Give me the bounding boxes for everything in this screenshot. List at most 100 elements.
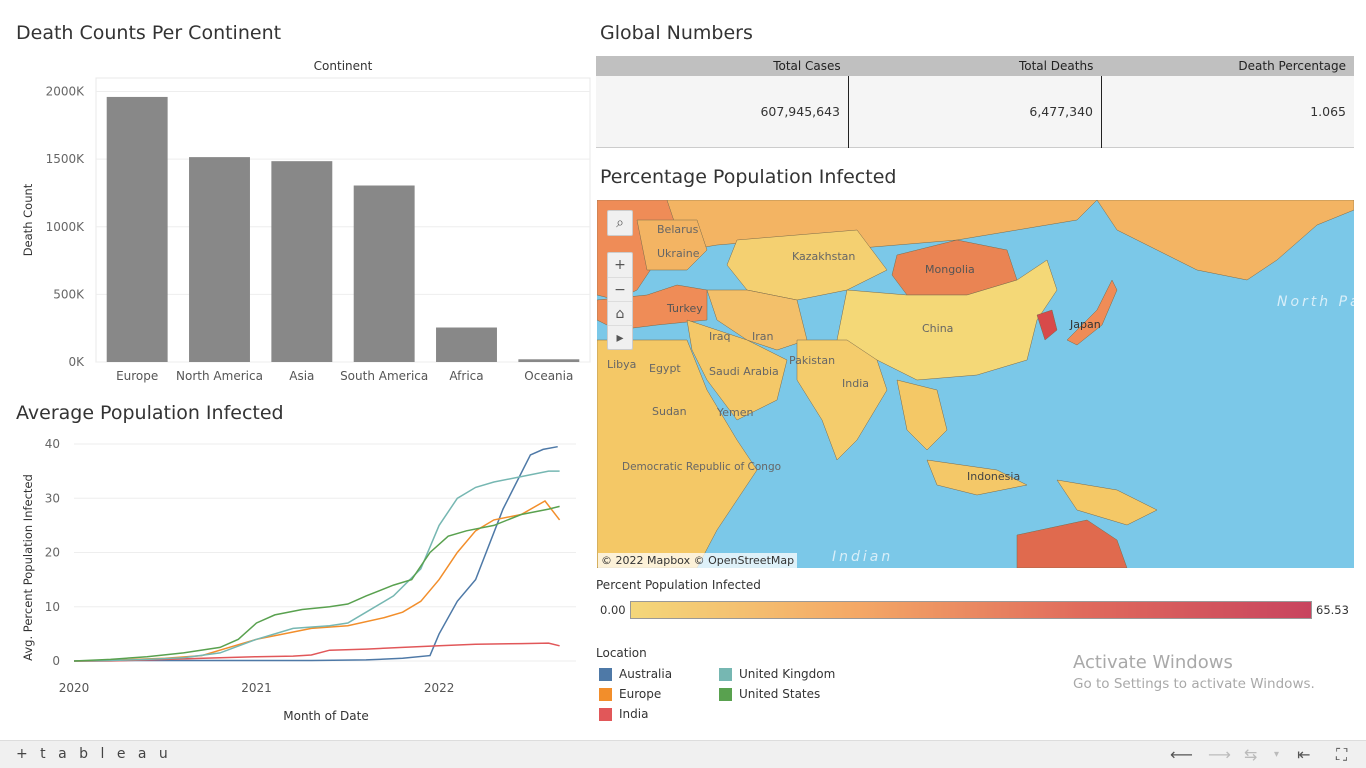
map-label-turkey: Turkey: [666, 302, 703, 315]
line-y-tick: 0: [52, 654, 60, 668]
legend-item-europe[interactable]: Europe: [599, 687, 661, 701]
line-y-axis-label: Avg. Percent Population Infected: [21, 474, 35, 661]
header-total-deaths: Total Deaths: [1018, 59, 1094, 73]
line-y-tick: 20: [45, 546, 60, 560]
line-series-united-states[interactable]: [73, 505, 560, 662]
average-population-infected-line-chart[interactable]: 0 10 20 30 40 2020 2021 2022 Avg. Percent Popula…: [16, 436, 592, 732]
value-death-percentage[interactable]: 1.065: [1310, 104, 1346, 119]
legend-swatch: [599, 687, 612, 701]
legend-item-india[interactable]: India: [599, 707, 648, 721]
bar-europe[interactable]: [106, 96, 168, 362]
bar-x-tick: South America: [340, 369, 428, 383]
map-label-china: China: [922, 322, 953, 335]
legend-swatch: [599, 707, 612, 721]
map-canvas[interactable]: Belarus Ukraine Kazakhstan Mongolia Turk…: [597, 200, 1354, 568]
legend-label: United States: [739, 687, 821, 701]
activate-windows-watermark: Activate Windows Go to Settings to activ…: [1073, 652, 1315, 692]
header-total-cases: Total Cases: [773, 59, 841, 73]
map-attribution[interactable]: © 2022 Mapbox © OpenStreetMap: [598, 553, 798, 568]
map-zoom-controls: + − ⌂ ▸: [607, 252, 633, 350]
bar-x-tick: Asia: [289, 369, 314, 383]
legend-label: United Kingdom: [739, 667, 836, 681]
zoom-in-icon[interactable]: +: [614, 257, 626, 273]
line-series-australia[interactable]: [74, 445, 558, 662]
line-series-europe[interactable]: [74, 500, 561, 662]
color-legend-min: 0.00: [600, 603, 626, 617]
map-label-iraq: Iraq: [709, 330, 731, 343]
map-label-egypt: Egypt: [649, 362, 681, 375]
map-label-sudan: Sudan: [652, 405, 687, 418]
map-label-ukraine: Ukraine: [657, 247, 700, 260]
legend-swatch: [719, 687, 732, 701]
revert-dropdown-icon[interactable]: ▾: [1274, 749, 1280, 760]
legend-item-australia[interactable]: Australia: [599, 667, 672, 681]
map-label-libya: Libya: [607, 358, 636, 371]
tableau-toolbar: + t a b l e a u ⟵ ⟶ ⇆ ▾ ⇤ ⛶: [0, 740, 1366, 768]
map-label-indonesia: Indonesia: [967, 470, 1020, 483]
fullscreen-icon[interactable]: ⛶: [1336, 745, 1348, 764]
watermark-line1: Activate Windows: [1073, 652, 1233, 673]
value-total-cases[interactable]: 607,945,643: [596, 76, 849, 148]
undo-icon[interactable]: ⟵: [1170, 745, 1193, 764]
legend-label: Australia: [619, 667, 673, 681]
map-label-mongolia: Mongolia: [925, 263, 975, 276]
global-numbers-table: Total Cases Total Deaths Death Percentag…: [596, 56, 1354, 148]
line-y-tick: 40: [45, 437, 60, 451]
legend-item-united-kingdom[interactable]: United Kingdom: [719, 667, 835, 681]
line-series-united-kingdom[interactable]: [73, 470, 560, 662]
revert-icon[interactable]: ⇆: [1244, 745, 1258, 764]
legend-item-united-states[interactable]: United States: [719, 687, 820, 701]
average-population-infected-title: Average Population Infected: [16, 402, 284, 424]
bar-x-tick: Oceania: [524, 369, 573, 383]
zoom-out-icon[interactable]: −: [608, 277, 632, 301]
line-x-tick: 2021: [241, 681, 272, 695]
reset-icon[interactable]: ⇤: [1297, 745, 1311, 764]
bar-africa[interactable]: [436, 327, 497, 362]
legend-label: India: [619, 707, 649, 721]
line-x-tick: 2020: [59, 681, 90, 695]
map-search-icon[interactable]: ⌕: [616, 215, 624, 231]
map-controls: ⌕: [607, 210, 633, 236]
map-label-belarus: Belarus: [657, 223, 699, 236]
legend-label: Europe: [619, 687, 662, 701]
line-series-india[interactable]: [74, 642, 560, 662]
home-icon[interactable]: ⌂: [608, 301, 632, 325]
tableau-logo: + t a b l e a u: [16, 746, 172, 762]
global-numbers-header-row: Total Cases Total Deaths Death Percentag…: [596, 56, 1354, 76]
map-label-saudi-arabia: Saudi Arabia: [709, 365, 779, 378]
line-y-tick: 30: [45, 491, 60, 505]
header-death-percentage: Death Percentage: [1238, 59, 1347, 73]
percentage-population-infected-title: Percentage Population Infected: [600, 166, 897, 188]
color-legend-max: 65.53: [1316, 603, 1349, 617]
bar-asia[interactable]: [271, 161, 333, 362]
bar-x-tick: North America: [176, 369, 263, 383]
map-label-yemen: Yemen: [716, 406, 754, 419]
map-label-indian: Indian: [832, 549, 893, 565]
map-label-north-pacific: North Pacific Ocean: [1277, 294, 1354, 310]
bar-north-america[interactable]: [189, 157, 250, 362]
choropleth-map[interactable]: Belarus Ukraine Kazakhstan Mongolia Turk…: [597, 200, 1354, 568]
map-label-iran: Iran: [752, 330, 774, 343]
watermark-line2: Go to Settings to activate Windows.: [1073, 676, 1315, 692]
bar-chart-header: Continent: [314, 59, 373, 73]
map-label-drc: Democratic Republic of Congo: [622, 461, 781, 473]
value-total-deaths[interactable]: 6,477,340: [849, 76, 1102, 148]
bar-x-tick: Africa: [449, 369, 483, 383]
death-counts-title: Death Counts Per Continent: [16, 22, 282, 44]
map-label-japan: Japan: [1069, 318, 1101, 331]
bar-south-america[interactable]: [353, 185, 415, 362]
bar-y-tick: 500K: [53, 287, 85, 301]
death-counts-bar-chart[interactable]: Continent 0K 500K 1000K 1500K 2000K Death Coun…: [16, 56, 592, 390]
bar-oceania[interactable]: [518, 359, 580, 362]
legend-swatch: [599, 667, 612, 681]
redo-icon[interactable]: ⟶: [1208, 745, 1231, 764]
bar-y-axis-label: Death Count: [21, 183, 35, 256]
bar-y-tick: 1500K: [46, 152, 86, 166]
bar-x-tick: Europe: [116, 369, 158, 383]
bar-y-tick: 0K: [68, 355, 85, 369]
color-legend-gradient: [630, 601, 1312, 619]
play-icon[interactable]: ▸: [608, 325, 632, 349]
bar-y-tick: 1000K: [46, 220, 86, 234]
line-x-axis-label: Month of Date: [283, 709, 369, 723]
map-label-pakistan: Pakistan: [789, 354, 835, 367]
